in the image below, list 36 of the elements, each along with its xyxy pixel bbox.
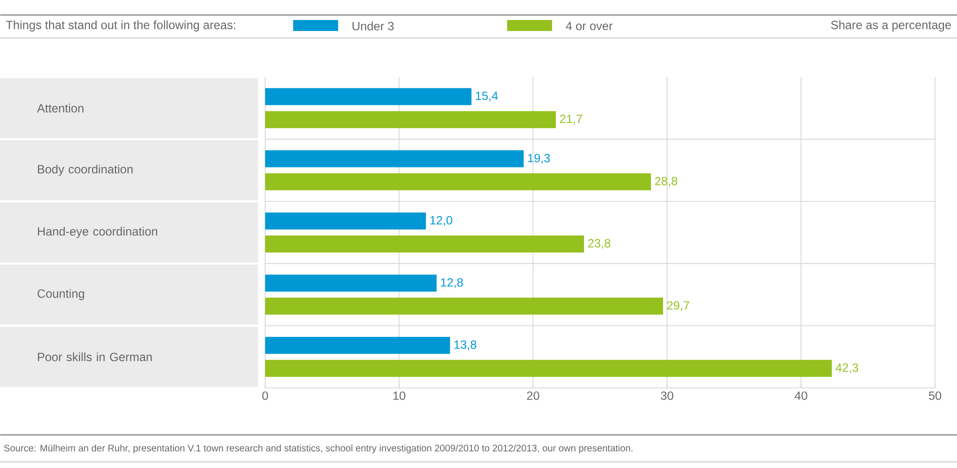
bar <box>265 360 832 377</box>
y-tick-label: Poor skills in German <box>38 352 152 362</box>
source-note: Source: Mülheim an der Ruhr, presentation V.1 town research and statistics, school entry investigation 2009/2010 to 2012/2013, our own presentation. <box>4 444 632 454</box>
data-label: 42,3 <box>836 363 858 374</box>
x-axis-title: Share as a percentage <box>831 20 951 32</box>
data-label: 29,7 <box>667 301 690 312</box>
data-label: 23,8 <box>588 239 610 249</box>
x-tick-label: 20 <box>527 391 540 400</box>
x-tick-label: 50 <box>928 391 942 400</box>
bar <box>265 173 651 190</box>
x-tick-label: 30 <box>660 391 674 400</box>
bar <box>265 150 524 168</box>
bar <box>265 298 664 315</box>
bar <box>265 336 450 354</box>
bar <box>265 212 426 230</box>
data-label: 19,3 <box>528 154 550 164</box>
bar <box>265 235 584 252</box>
legend-label: 4 or over <box>566 22 613 30</box>
data-label: 21,7 <box>560 114 582 125</box>
x-tick-label: 0 <box>262 391 268 400</box>
data-label: 28,8 <box>655 176 678 187</box>
x-tick-label: 10 <box>393 391 406 400</box>
legend-label: Under 3 <box>352 22 394 30</box>
bar <box>265 111 556 128</box>
data-label: 15,4 <box>476 92 498 102</box>
legend-title: Things that stand out in the following areas: <box>6 20 236 32</box>
y-tick-label: Body coordination <box>38 164 133 176</box>
y-tick-label: Attention <box>37 104 84 113</box>
data-label: 12,0 <box>430 216 452 226</box>
data-label: 13,8 <box>454 340 476 350</box>
x-tick-label: 40 <box>794 391 808 400</box>
bar <box>265 88 472 106</box>
y-tick-label: Hand-eye coordination <box>38 226 158 238</box>
y-tick-label: Counting <box>38 289 84 300</box>
bar <box>265 274 437 292</box>
data-label: 12,8 <box>441 278 463 288</box>
